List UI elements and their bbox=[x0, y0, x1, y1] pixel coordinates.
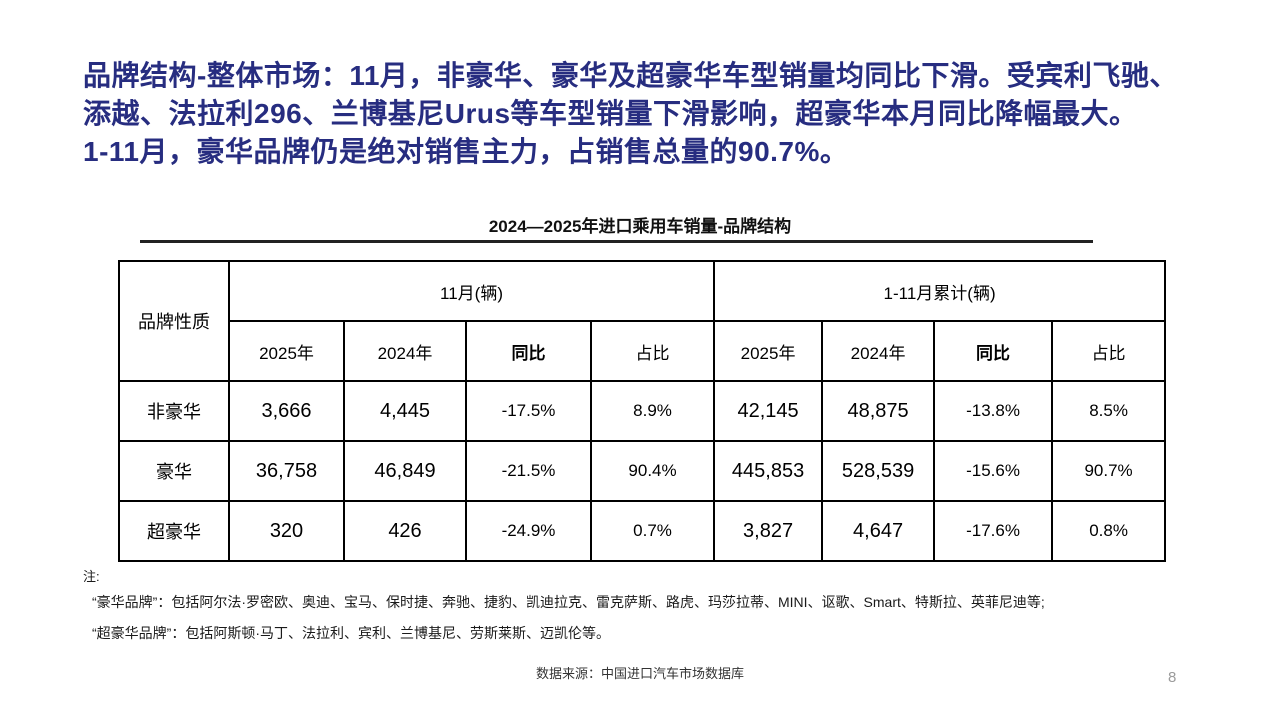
slide-headline: 品牌结构-整体市场：11月，非豪华、豪华及超豪华车型销量均同比下滑。受宾利飞驰、… bbox=[83, 60, 1178, 167]
column-header-brand-type: 品牌性质 bbox=[118, 260, 230, 382]
row-label: 超豪华 bbox=[118, 500, 230, 562]
cell-value: 42,145 bbox=[713, 380, 824, 442]
title-underline bbox=[140, 240, 1093, 243]
table-row-luxury: 豪华 36,758 46,849 -21.5% 90.4% 445,853 52… bbox=[118, 440, 1167, 502]
table-title: 2024—2025年进口乘用车销量-品牌结构 bbox=[488, 217, 792, 236]
column-header-yoy-cum: 同比 bbox=[933, 320, 1054, 382]
column-header-2025-cum: 2025年 bbox=[713, 320, 824, 382]
cell-value: 0.7% bbox=[589, 500, 716, 562]
row-label: 非豪华 bbox=[118, 380, 230, 442]
cell-value: 320 bbox=[228, 500, 345, 562]
column-header-2025-nov: 2025年 bbox=[228, 320, 345, 382]
cell-value: -17.6% bbox=[933, 500, 1054, 562]
cell-value: 36,758 bbox=[228, 440, 345, 502]
cell-value: 8.9% bbox=[589, 380, 716, 442]
cell-value: -17.5% bbox=[465, 380, 592, 442]
cell-value: -24.9% bbox=[465, 500, 592, 562]
cell-value: 528,539 bbox=[821, 440, 936, 502]
table-header-row-groups: 品牌性质 11月(辆) 1-11月累计(辆) bbox=[118, 260, 1167, 382]
cell-value: -21.5% bbox=[465, 440, 592, 502]
column-header-share-cum: 占比 bbox=[1051, 320, 1167, 382]
data-source: 数据来源：中国进口汽车市场数据库 bbox=[535, 666, 744, 681]
column-group-cumulative: 1-11月累计(辆) bbox=[713, 260, 1167, 322]
column-header-2024-cum: 2024年 bbox=[821, 320, 936, 382]
table-row-non-luxury: 非豪华 3,666 4,445 -17.5% 8.9% 42,145 48,87… bbox=[118, 380, 1167, 442]
column-header-share-nov: 占比 bbox=[589, 320, 716, 382]
notes-label: 注: bbox=[83, 569, 100, 584]
cell-value: 90.4% bbox=[589, 440, 716, 502]
sales-table: 品牌性质 11月(辆) 1-11月累计(辆) 2025年 2024年 同比 占比… bbox=[118, 260, 1167, 562]
table-row-super-luxury: 超豪华 320 426 -24.9% 0.7% 3,827 4,647 -17.… bbox=[118, 500, 1167, 562]
cell-value: 3,666 bbox=[228, 380, 345, 442]
note-super-luxury-brands: “超豪华品牌”：包括阿斯顿·马丁、法拉利、宾利、兰博基尼、劳斯莱斯、迈凯伦等。 bbox=[92, 625, 610, 641]
cell-value: 0.8% bbox=[1051, 500, 1167, 562]
cell-value: 8.5% bbox=[1051, 380, 1167, 442]
column-header-yoy-nov: 同比 bbox=[465, 320, 592, 382]
cell-value: 445,853 bbox=[713, 440, 824, 502]
cell-value: 4,445 bbox=[343, 380, 467, 442]
page-number: 8 bbox=[1168, 669, 1177, 686]
row-label: 豪华 bbox=[118, 440, 230, 502]
cell-value: -13.8% bbox=[933, 380, 1054, 442]
column-group-november: 11月(辆) bbox=[227, 260, 716, 322]
note-luxury-brands: “豪华品牌”：包括阿尔法·罗密欧、奥迪、宝马、保时捷、奔驰、捷豹、凯迪拉克、雷克… bbox=[92, 594, 1045, 610]
cell-value: -15.6% bbox=[933, 440, 1054, 502]
table-header-row-sub: 2025年 2024年 同比 占比 2025年 2024年 同比 占比 bbox=[119, 320, 1167, 382]
cell-value: 90.7% bbox=[1051, 440, 1167, 502]
column-header-2024-nov: 2024年 bbox=[343, 320, 467, 382]
cell-value: 4,647 bbox=[821, 500, 936, 562]
cell-value: 3,827 bbox=[713, 500, 824, 562]
cell-value: 426 bbox=[343, 500, 467, 562]
cell-value: 46,849 bbox=[343, 440, 467, 502]
cell-value: 48,875 bbox=[821, 380, 936, 442]
